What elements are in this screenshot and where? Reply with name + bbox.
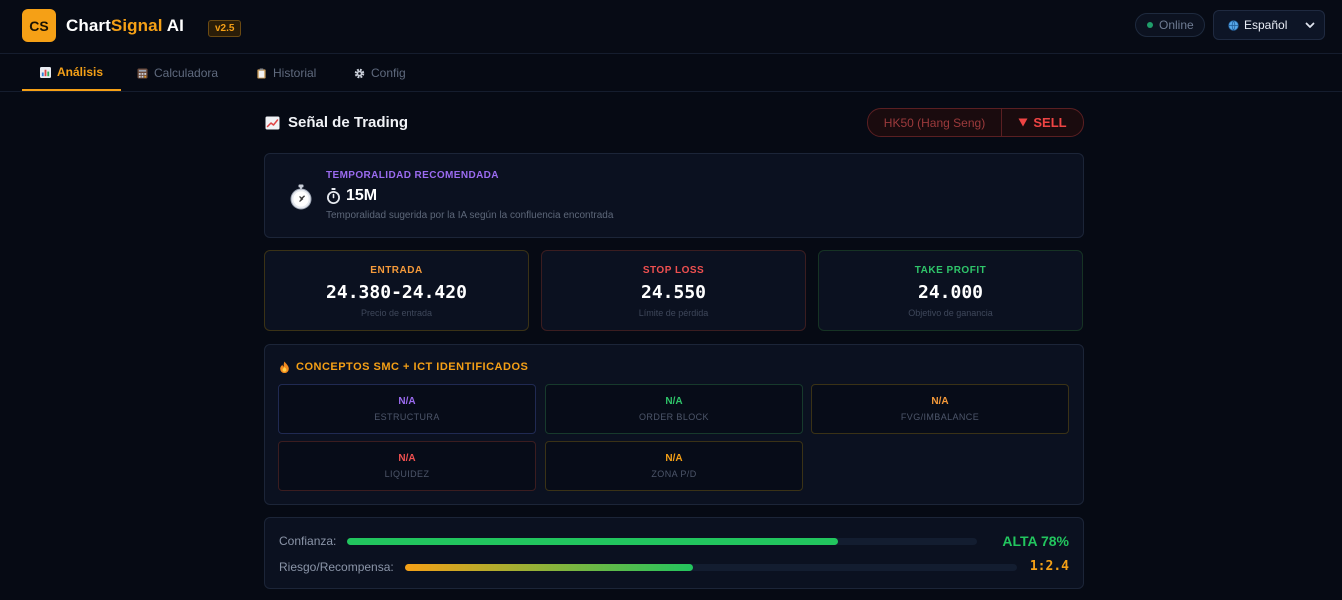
bar-chart-icon — [40, 66, 51, 78]
risk-reward-label: Riesgo/Recompensa: — [279, 560, 394, 574]
status-label: Online — [1159, 18, 1194, 32]
timeframe-value-text: 15M — [346, 187, 378, 204]
symbol-label: HK50 (Hang Seng) — [868, 109, 1002, 136]
concept-value: N/A — [665, 453, 683, 464]
concept-label: ESTRUCTURA — [374, 412, 440, 422]
trending-chart-icon — [265, 116, 280, 129]
stop-loss-sub: Límite de pérdida — [638, 308, 709, 318]
app-title-part3: AI — [162, 16, 184, 35]
tab-label: Análisis — [57, 65, 104, 79]
stop-loss-card: STOP LOSS 24.550 Límite de pérdida — [541, 250, 806, 331]
globe-icon — [1228, 19, 1239, 31]
signal-action: SELL — [1002, 115, 1083, 130]
action-label: SELL — [1033, 115, 1067, 130]
smc-title: CONCEPTOS SMC + ICT IDENTIFICADOS — [279, 361, 528, 373]
calculator-icon — [137, 67, 148, 79]
concept-order-block: N/A ORDER BLOCK — [545, 384, 803, 434]
language-select[interactable]: Español — [1213, 10, 1325, 40]
smc-concepts-card: CONCEPTOS SMC + ICT IDENTIFICADOS N/A ES… — [264, 344, 1084, 505]
smc-title-text: CONCEPTOS SMC + ICT IDENTIFICADOS — [296, 361, 529, 373]
tab-label: Calculadora — [154, 66, 219, 80]
stop-loss-label: STOP LOSS — [642, 265, 705, 276]
confidence-bar — [347, 538, 977, 545]
concept-label: ZONA P/D — [651, 469, 697, 479]
risk-reward-value: 1:2.4 — [1029, 559, 1069, 574]
tab-calculadora[interactable]: Calculadora — [119, 55, 236, 91]
take-profit-sub: Objetivo de ganancia — [908, 308, 993, 318]
concept-label: ORDER BLOCK — [639, 412, 709, 422]
metrics-card: Confianza: ALTA 78% Riesgo/Recompensa: 1… — [264, 517, 1084, 589]
entry-card: ENTRADA 24.380-24.420 Precio de entrada — [264, 250, 529, 331]
risk-reward-bar — [405, 564, 1017, 571]
take-profit-label: TAKE PROFIT — [914, 265, 987, 276]
concept-value: N/A — [665, 396, 683, 407]
tab-label: Config — [371, 66, 406, 80]
connection-status: Online — [1135, 13, 1205, 37]
logo: CS — [22, 9, 56, 42]
app-title-part1: Chart — [66, 16, 111, 35]
tab-analisis[interactable]: Análisis — [22, 55, 122, 91]
concept-label: LIQUIDEZ — [384, 469, 430, 479]
take-profit-card: TAKE PROFIT 24.000 Objetivo de ganancia — [818, 250, 1083, 331]
concept-fvg-imbalance: N/A FVG/IMBALANCE — [811, 384, 1069, 434]
status-dot-icon — [1147, 22, 1153, 28]
timeframe-card: TEMPORALIDAD RECOMENDADA 15M Temporalida… — [264, 153, 1084, 238]
app-title-part2: Signal — [110, 16, 163, 35]
language-label: Español — [1244, 18, 1288, 32]
fire-icon — [280, 361, 289, 373]
top-bar: CS ChartSignal AI v2.5 Online Español — [0, 0, 1342, 54]
confidence-bar-fill — [347, 538, 839, 545]
app-title: ChartSignal AI — [66, 16, 184, 36]
confidence-value: ALTA 78% — [1002, 533, 1069, 549]
triangle-down-icon — [1018, 118, 1028, 127]
stop-loss-value: 24.550 — [640, 282, 707, 303]
signal-badge: HK50 (Hang Seng) SELL — [867, 108, 1084, 137]
concept-liquidez: N/A LIQUIDEZ — [278, 441, 536, 491]
timer-icon — [327, 188, 340, 204]
gear-icon — [354, 68, 365, 78]
chevron-down-icon — [1305, 22, 1315, 28]
confidence-label: Confianza: — [279, 534, 337, 548]
entry-value: 24.380-24.420 — [326, 282, 467, 303]
concept-value: N/A — [398, 453, 416, 464]
section-title: Señal de Trading — [265, 114, 408, 131]
stopwatch-icon — [290, 184, 312, 210]
timeframe-value: 15M — [326, 187, 377, 205]
clipboard-icon — [257, 67, 266, 79]
concept-value: N/A — [931, 396, 949, 407]
entry-label: ENTRADA — [370, 265, 423, 276]
version-badge: v2.5 — [208, 20, 242, 37]
main-tabs: Análisis Calculadora Historial Config — [0, 55, 1342, 92]
entry-sub: Precio de entrada — [360, 308, 433, 318]
tab-historial[interactable]: Historial — [238, 55, 334, 91]
timeframe-label: TEMPORALIDAD RECOMENDADA — [326, 170, 499, 181]
concept-estructura: N/A ESTRUCTURA — [278, 384, 536, 434]
risk-reward-bar-fill — [405, 564, 693, 571]
concept-label: FVG/IMBALANCE — [900, 412, 980, 422]
tab-config[interactable]: Config — [336, 55, 424, 91]
timeframe-description: Temporalidad sugerida por la IA según la… — [326, 210, 614, 221]
concept-zona-pd: N/A ZONA P/D — [545, 441, 803, 491]
concept-value: N/A — [398, 396, 416, 407]
tab-label: Historial — [273, 66, 317, 80]
section-title-text: Señal de Trading — [288, 114, 409, 131]
take-profit-value: 24.000 — [917, 282, 984, 303]
